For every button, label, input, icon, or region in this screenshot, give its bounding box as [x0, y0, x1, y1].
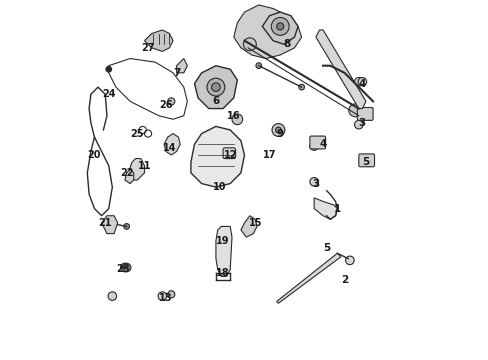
Text: 18: 18: [216, 268, 229, 278]
Circle shape: [158, 292, 166, 300]
Text: 9: 9: [276, 129, 283, 139]
Circle shape: [357, 77, 366, 86]
Circle shape: [345, 256, 353, 265]
FancyBboxPatch shape: [358, 154, 374, 167]
Text: 6: 6: [212, 96, 219, 107]
Text: 25: 25: [130, 129, 144, 139]
Text: 3: 3: [358, 118, 365, 128]
Text: 27: 27: [141, 43, 155, 53]
Text: 1: 1: [333, 203, 340, 213]
Polygon shape: [313, 198, 337, 219]
Circle shape: [206, 78, 224, 96]
Circle shape: [243, 38, 256, 51]
Text: 7: 7: [173, 68, 180, 78]
Circle shape: [211, 83, 220, 91]
Text: 4: 4: [319, 139, 326, 149]
Text: 4: 4: [358, 78, 366, 89]
Circle shape: [275, 127, 281, 133]
FancyBboxPatch shape: [309, 136, 325, 149]
Polygon shape: [216, 226, 231, 276]
Polygon shape: [315, 30, 365, 109]
Text: 12: 12: [223, 150, 237, 160]
Polygon shape: [124, 169, 134, 184]
Circle shape: [123, 224, 129, 229]
Polygon shape: [233, 5, 301, 59]
Circle shape: [255, 63, 261, 68]
Circle shape: [354, 77, 363, 86]
Polygon shape: [190, 126, 244, 187]
Text: 17: 17: [262, 150, 276, 160]
Text: 22: 22: [120, 168, 133, 178]
Text: 24: 24: [102, 89, 115, 99]
Text: 5: 5: [323, 243, 329, 253]
Text: 23: 23: [116, 264, 129, 274]
Circle shape: [271, 18, 288, 35]
Text: 19: 19: [216, 236, 229, 246]
Circle shape: [309, 177, 318, 186]
Polygon shape: [102, 216, 118, 234]
Text: 26: 26: [159, 100, 172, 110]
Circle shape: [108, 292, 116, 300]
Polygon shape: [241, 216, 257, 237]
Polygon shape: [276, 253, 340, 303]
Polygon shape: [128, 158, 144, 180]
Circle shape: [348, 104, 361, 117]
Circle shape: [276, 23, 283, 30]
Polygon shape: [176, 59, 187, 73]
Circle shape: [106, 66, 111, 72]
Circle shape: [122, 263, 131, 272]
Text: 11: 11: [138, 161, 151, 171]
Polygon shape: [262, 12, 298, 44]
Text: 8: 8: [283, 39, 290, 49]
FancyBboxPatch shape: [223, 148, 235, 158]
Text: 20: 20: [87, 150, 101, 160]
Text: 5: 5: [362, 157, 369, 167]
Polygon shape: [144, 30, 173, 51]
Circle shape: [167, 291, 175, 298]
Circle shape: [167, 98, 175, 105]
Circle shape: [271, 123, 285, 136]
Text: 16: 16: [226, 111, 240, 121]
Circle shape: [361, 158, 369, 166]
Circle shape: [298, 84, 304, 90]
Circle shape: [309, 142, 318, 150]
Polygon shape: [194, 66, 237, 109]
Text: 3: 3: [312, 179, 319, 189]
Text: 21: 21: [98, 218, 112, 228]
Text: 15: 15: [248, 218, 262, 228]
Circle shape: [123, 266, 126, 269]
Text: 13: 13: [159, 293, 172, 303]
Text: 10: 10: [212, 182, 226, 192]
Circle shape: [231, 114, 242, 125]
Polygon shape: [164, 134, 180, 155]
Text: 2: 2: [340, 275, 347, 285]
FancyBboxPatch shape: [357, 108, 372, 120]
Text: 14: 14: [163, 143, 176, 153]
Circle shape: [354, 120, 363, 129]
